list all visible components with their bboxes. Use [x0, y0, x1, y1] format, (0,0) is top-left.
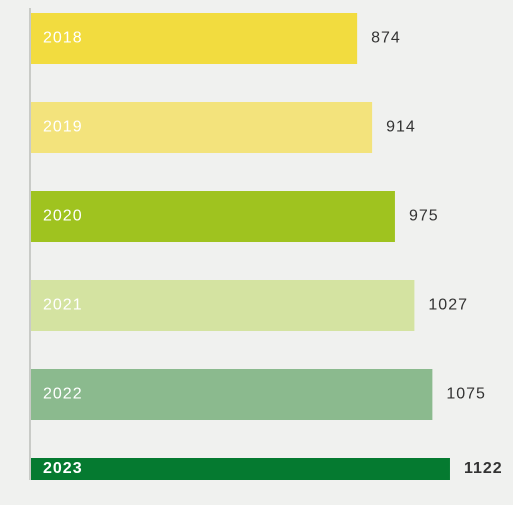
value-label: 874	[371, 30, 401, 47]
category-label: 2021	[43, 297, 83, 314]
category-label: 2023	[43, 460, 83, 477]
category-label: 2022	[43, 386, 83, 403]
bar	[30, 13, 358, 64]
bar	[30, 369, 433, 420]
bars	[30, 13, 450, 480]
value-label: 975	[409, 208, 439, 225]
value-label: 914	[386, 119, 416, 136]
bar	[30, 458, 450, 480]
bar	[30, 280, 415, 331]
category-label: 2020	[43, 208, 83, 225]
value-label: 1027	[428, 297, 468, 314]
category-label: 2019	[43, 119, 83, 136]
value-label: 1075	[446, 386, 486, 403]
bar	[30, 191, 395, 242]
bar	[30, 102, 373, 153]
value-label: 1122	[464, 460, 503, 477]
category-label: 2018	[43, 30, 83, 47]
